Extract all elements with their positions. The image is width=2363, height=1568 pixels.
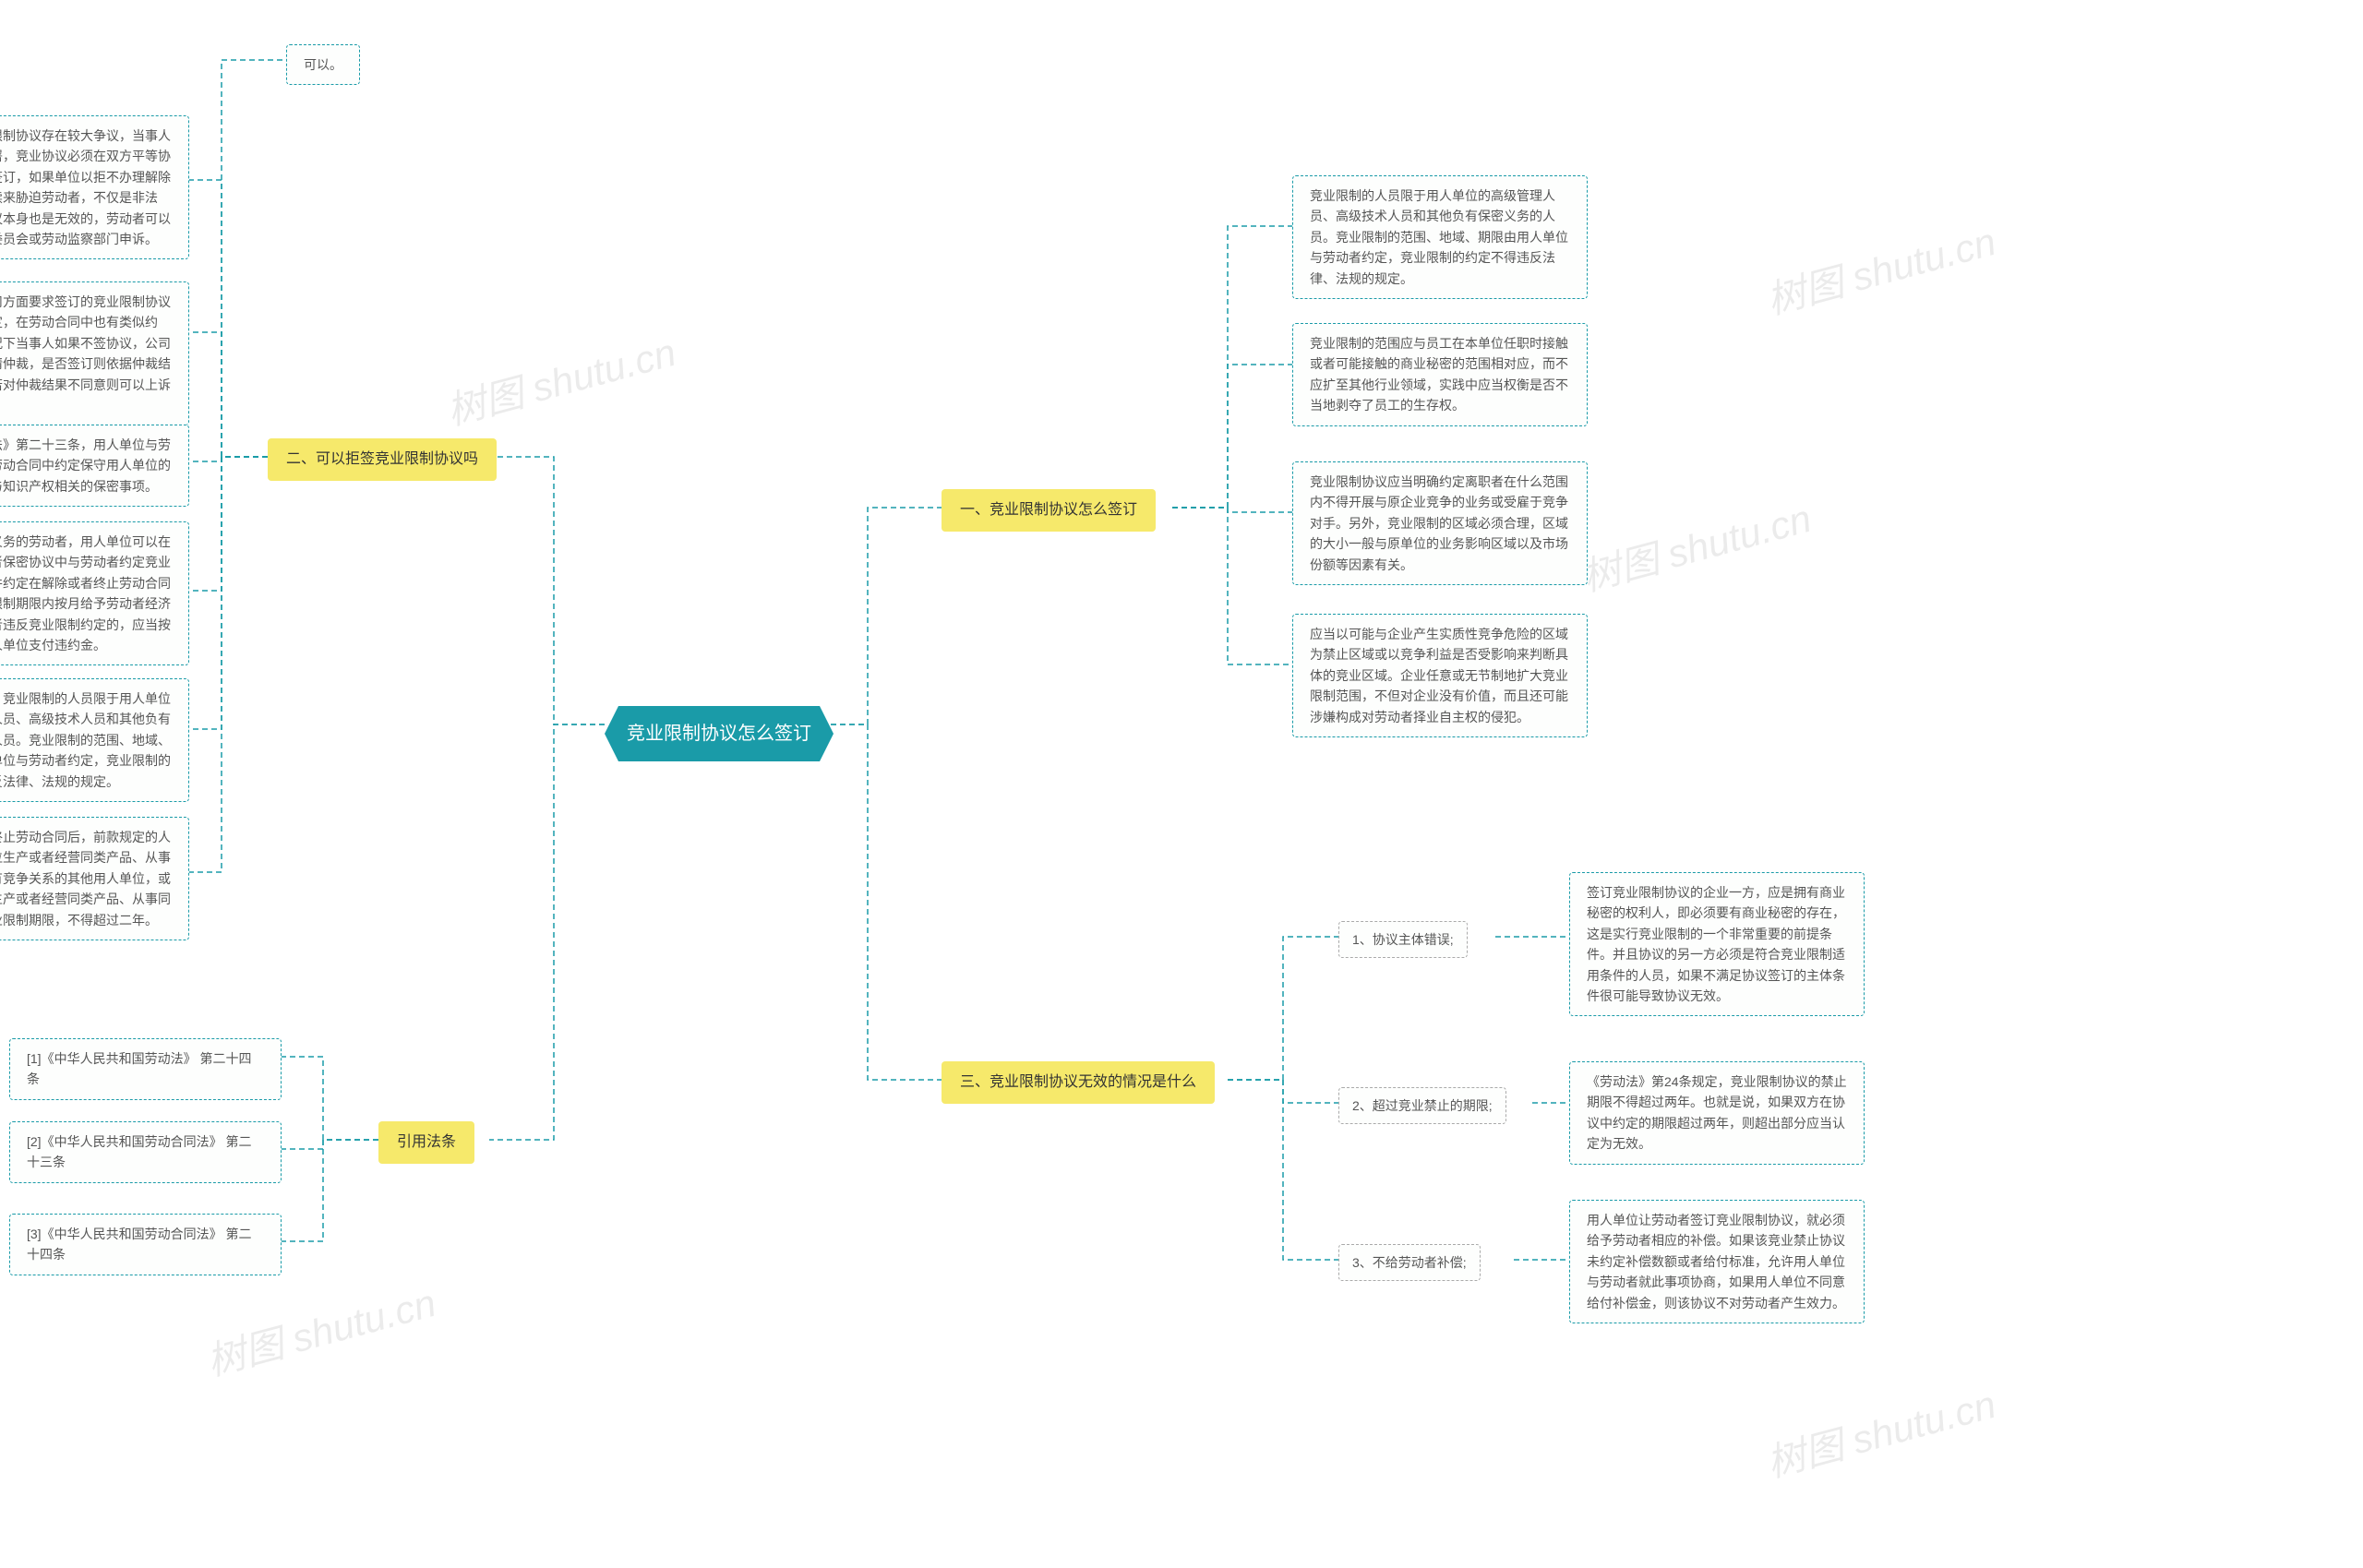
watermark: 树图 shutu.cn (1575, 487, 1817, 603)
detail-3-2: 用人单位让劳动者签订竞业限制协议，就必须给予劳动者相应的补偿。如果该竞业禁止协议… (1569, 1200, 1865, 1323)
connector-layer (0, 0, 2363, 1568)
leaf-2-6: 在解除或者终止劳动合同后，前款规定的人员到与本单位生产或者经营同类产品、从事同类… (0, 817, 189, 940)
leaf-1-3: 应当以可能与企业产生实质性竞争危险的区域为禁止区域或以竞争利益是否受影响来判断具… (1292, 614, 1588, 737)
branch-3: 三、竞业限制协议无效的情况是什么 (942, 1061, 1215, 1104)
watermark: 树图 shutu.cn (1759, 1373, 2001, 1489)
sub-3-1: 2、超过竞业禁止的期限; (1338, 1087, 1506, 1124)
sub-3-2: 3、不给劳动者补偿; (1338, 1244, 1481, 1281)
leaf-1-2: 竞业限制协议应当明确约定离职者在什么范围内不得开展与原企业竞争的业务或受雇于竞争… (1292, 461, 1588, 585)
detail-3-1: 《劳动法》第24条规定，竞业限制协议的禁止期限不得超过两年。也就是说，如果双方在… (1569, 1061, 1865, 1165)
leaf-4-2: [3]《中华人民共和国劳动合同法》 第二十四条 (9, 1214, 282, 1275)
sub-3-0: 1、协议主体错误; (1338, 921, 1468, 958)
watermark: 树图 shutu.cn (439, 321, 681, 437)
leaf-1-1: 竞业限制的范围应与员工在本单位任职时接触或者可能接触的商业秘密的范围相对应，而不… (1292, 323, 1588, 426)
leaf-4-0: [1]《中华人民共和国劳动法》 第二十四条 (9, 1038, 282, 1100)
watermark: 树图 shutu.cn (199, 1272, 441, 1387)
leaf-4-1: [2]《中华人民共和国劳动合同法》 第二十三条 (9, 1121, 282, 1183)
leaf-2-2: 同时若是公司方面要求签订的竞业限制协议符合法律规定，在劳动合同中也有类似约定，这… (0, 281, 189, 425)
watermark: 树图 shutu.cn (1759, 210, 2001, 326)
branch-1: 一、竞业限制协议怎么签订 (942, 489, 1156, 532)
leaf-2-5: 第二十四条，竞业限制的人员限于用人单位的高级管理人员、高级技术人员和其他负有保密… (0, 678, 189, 802)
leaf-2-0: 可以。 (286, 44, 360, 85)
leaf-1-0: 竞业限制的人员限于用人单位的高级管理人员、高级技术人员和其他负有保密义务的人员。… (1292, 175, 1588, 299)
leaf-2-3: 《劳动合同法》第二十三条，用人单位与劳动者可以在劳动合同中约定保守用人单位的商业… (0, 425, 189, 507)
leaf-2-1: 双方对竞业限制协议存在较大争议，当事人可以拒绝签署，竞业协议必须在双方平等协商的… (0, 115, 189, 259)
detail-3-0: 签订竞业限制协议的企业一方，应是拥有商业秘密的权利人，即必须要有商业秘密的存在，… (1569, 872, 1865, 1016)
center-node: 竞业限制协议怎么签订 (605, 706, 834, 761)
branch-4: 引用法条 (378, 1121, 474, 1164)
branch-2: 二、可以拒签竞业限制协议吗 (268, 438, 497, 481)
leaf-2-4: 对负有保密义务的劳动者，用人单位可以在劳动合同或者保密协议中与劳动者约定竞业限制… (0, 521, 189, 665)
